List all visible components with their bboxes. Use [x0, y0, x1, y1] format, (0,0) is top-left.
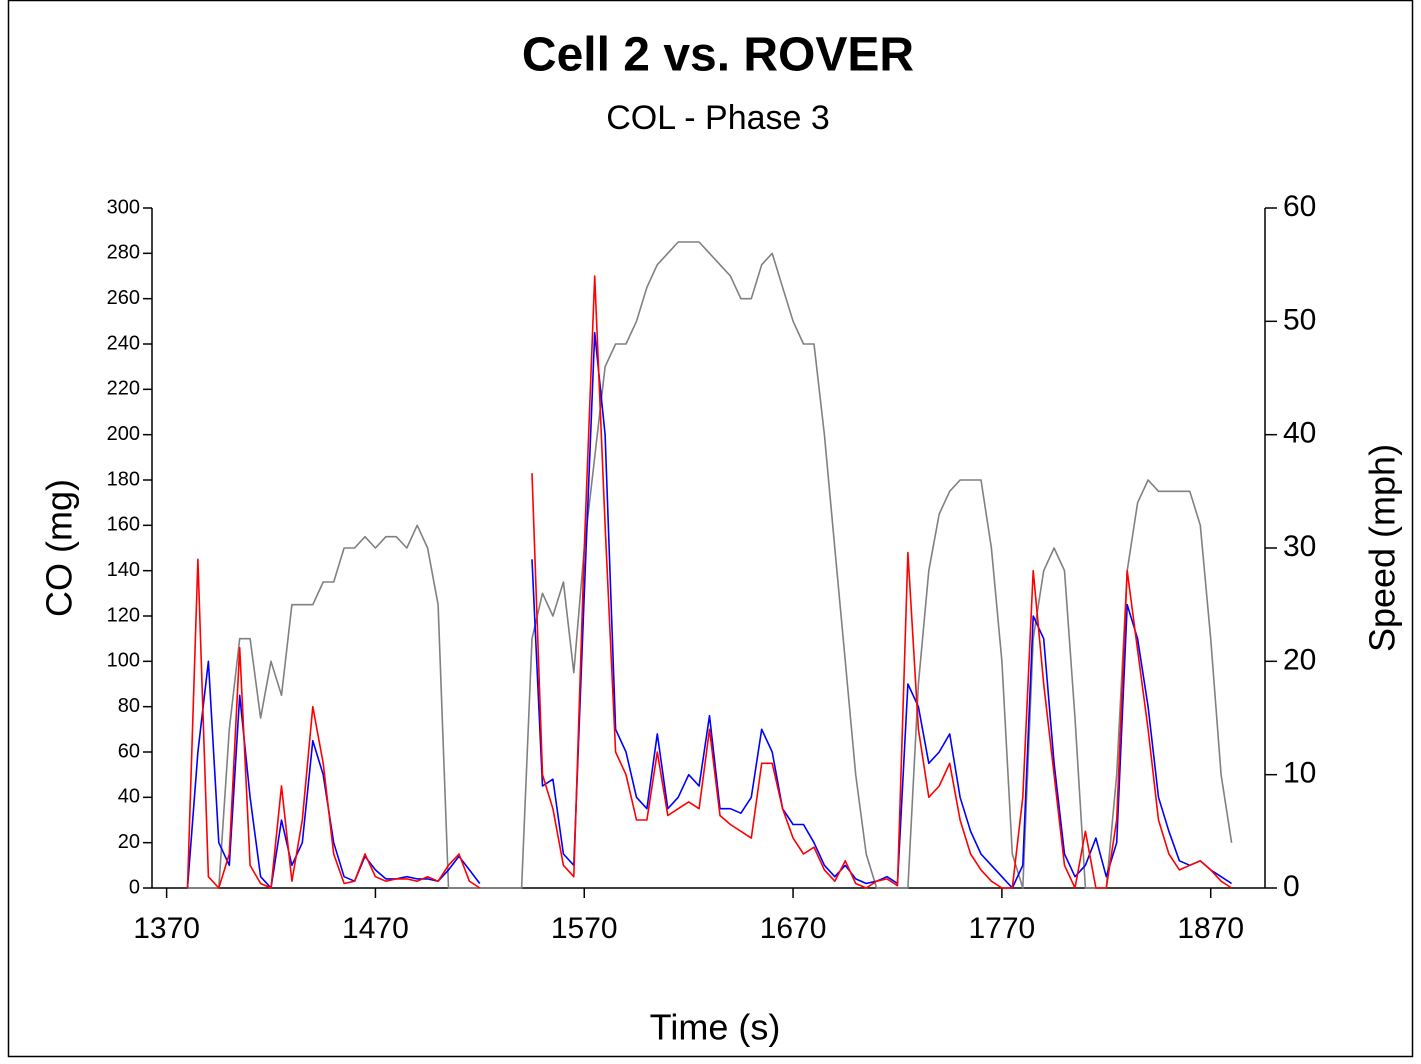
y-tick-label: 100 — [107, 650, 140, 672]
y2-tick-label: 0 — [1283, 870, 1300, 903]
y-tick-label: 240 — [107, 332, 140, 354]
y2-tick-label: 60 — [1283, 190, 1316, 223]
y-tick-label: 60 — [118, 740, 140, 762]
y-tick-label: 260 — [107, 287, 140, 309]
frame — [7, 0, 1414, 1058]
y2-tick-label: 40 — [1283, 417, 1316, 450]
y-tick-label: 0 — [129, 876, 140, 898]
y-tick-label: 300 — [107, 196, 140, 218]
y-tick-label: 160 — [107, 514, 140, 536]
x-tick-label: 1370 — [133, 912, 200, 945]
chart-title: Cell 2 vs. ROVER — [522, 29, 914, 82]
x-tick-label: 1770 — [969, 912, 1036, 945]
x-tick-label: 1470 — [342, 912, 409, 945]
x-tick-label: 1670 — [760, 912, 827, 945]
y2-tick-label: 30 — [1283, 530, 1316, 563]
y-tick-label: 80 — [118, 695, 140, 717]
y2-axis-title: Speed (mph) — [1362, 444, 1403, 652]
y2-tick-label: 50 — [1283, 303, 1316, 336]
data-line — [186, 331, 1233, 889]
y-tick-label: 180 — [107, 468, 140, 490]
y-axis-title: CO (mg) — [39, 479, 80, 617]
x-tick-label: 1570 — [551, 912, 618, 945]
x-axis-title: Time (s) — [650, 1007, 781, 1048]
chart-subtitle: COL - Phase 3 — [606, 99, 830, 137]
y-tick-label: 200 — [107, 423, 140, 445]
data-line — [186, 275, 1233, 889]
y-tick-label: 40 — [118, 786, 140, 808]
y-tick-label: 20 — [118, 831, 140, 853]
y2-tick-label: 10 — [1283, 757, 1316, 790]
y-tick-label: 220 — [107, 378, 140, 400]
y-tick-label: 140 — [107, 559, 140, 581]
y-tick-label: 280 — [107, 242, 140, 264]
y-tick-label: 120 — [107, 604, 140, 626]
y2-tick-label: 20 — [1283, 643, 1316, 676]
data-line — [187, 241, 1233, 889]
x-tick-label: 1870 — [1177, 912, 1244, 945]
